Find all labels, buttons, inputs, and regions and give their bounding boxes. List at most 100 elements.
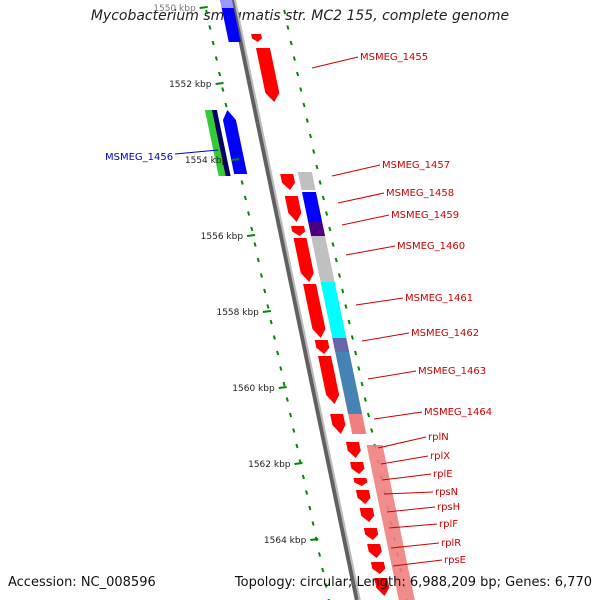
gene-band [335, 352, 363, 414]
ruler-dot-right [312, 149, 316, 154]
ruler-dot-right [286, 25, 290, 30]
gene-label: rpsN [435, 487, 458, 498]
ruler-label: 1554 kbp [185, 156, 228, 166]
accession-text: Accession: NC_008596 [8, 575, 156, 590]
cds-arrow [353, 478, 368, 486]
ruler-dot-left [311, 521, 315, 526]
label-leader-line [386, 506, 436, 513]
gene-label: rpsE [444, 555, 466, 566]
ruler-label: 1562 kbp [248, 460, 291, 470]
label-leader-line [174, 149, 219, 155]
cds-arrow [291, 226, 306, 236]
gene-band [297, 172, 316, 190]
gene-label: rplN [428, 432, 449, 443]
ruler-dot-right [360, 381, 364, 387]
ruler-dot-left [324, 583, 328, 588]
cds-arrow [255, 48, 280, 102]
gene-label: MSMEG_1461 [405, 293, 473, 304]
cds-arrow [370, 562, 386, 574]
ruler-dot-left [279, 366, 283, 371]
label-leader-line [388, 523, 438, 529]
cds-arrow [318, 356, 340, 404]
cds-arrow [367, 544, 382, 558]
ruler-dot-left [308, 505, 312, 511]
ruler-dot-left [247, 211, 251, 216]
ruler-label: 1556 kbp [201, 232, 244, 242]
ruler-dot-left [259, 273, 264, 278]
ruler-dot-left [250, 226, 254, 232]
gene-label: MSMEG_1457 [382, 160, 450, 171]
ruler-dot-left [253, 242, 257, 247]
gene-features [204, 0, 415, 600]
gene-label: rpsH [437, 502, 460, 513]
gene-block-faded [220, 0, 234, 8]
ruler-dot-left [317, 552, 322, 557]
ruler-dot-left [218, 71, 222, 77]
ruler-dot-left [272, 335, 276, 340]
ruler-dot-left [301, 474, 305, 480]
gene-label-group: MSMEG_1455 MSMEG_1456 MSMEG_1457 MSMEG_1458… [105, 52, 492, 567]
label-leader-line [341, 214, 390, 226]
gene-label: MSMEG_1464 [424, 407, 492, 418]
gene-label: MSMEG_1459 [391, 210, 459, 221]
label-leader-line [337, 192, 385, 204]
ruler-dot-left [276, 350, 280, 356]
ruler-dot-right [341, 288, 345, 294]
ruler-dot-right [350, 335, 354, 340]
ruler-dot-left [243, 195, 247, 201]
label-leader-line [377, 436, 427, 449]
gene-band [320, 282, 347, 338]
gene-label: MSMEG_1455 [360, 52, 428, 63]
topology-text: Topology: circular; Length: 6,988,209 bp… [234, 575, 592, 590]
backbone-highlight [234, 0, 361, 600]
gene-block-green [204, 110, 226, 176]
ruler-dot-right [296, 71, 300, 77]
cds-arrow [359, 508, 375, 522]
ruler-dot-right [331, 242, 335, 247]
gene-band [301, 192, 323, 222]
ruler-dot-left [295, 443, 299, 449]
ruler-dot-left [263, 288, 267, 294]
ruler-dot-right [337, 273, 342, 278]
cds-arrow [314, 340, 330, 354]
ruler-dot-left [282, 381, 286, 387]
label-leader-line [380, 455, 429, 465]
ruler-dot-right [363, 397, 367, 402]
ruler-label: 1560 kbp [232, 384, 275, 394]
gene-label: rplR [441, 538, 461, 549]
ruler-label: 1564 kbp [264, 536, 307, 546]
cds-arrow [345, 442, 361, 458]
ruler-dot-left [266, 304, 270, 309]
ruler-dot-left [224, 102, 228, 108]
gene-label: rplF [439, 519, 458, 530]
ruler-major-tick [231, 158, 240, 161]
ruler-dot-left [269, 319, 273, 325]
cds-arrow [330, 414, 346, 434]
ruler-major-tick [246, 234, 256, 237]
gene-block-blue [220, 0, 241, 42]
ruler-dot-right [347, 319, 351, 325]
dotted-ruler-tracks [205, 9, 408, 600]
label-leader-line [383, 491, 434, 495]
ruler-dot-right [302, 102, 306, 108]
ruler-dot-left [321, 567, 325, 573]
label-leader-line [367, 370, 417, 380]
gene-label: rplX [430, 451, 450, 462]
ruler-dot-left [214, 56, 218, 61]
cds-arrow [251, 34, 262, 42]
ruler-dot-right [283, 9, 287, 15]
ruler-dot-right [305, 118, 309, 123]
ruler-dot-right [357, 366, 361, 371]
cds-arrow [280, 174, 296, 190]
cds-arrow [355, 490, 371, 504]
ruler-dot-left [305, 490, 309, 495]
kbp-ruler: 1550 kbp 1552 kbp 1554 kbp 1556 kbp 1558 kbp… [153, 4, 319, 546]
label-leader-line [373, 411, 423, 420]
backbone-line [230, 0, 359, 600]
label-leader-line [355, 297, 404, 306]
ruler-dot-left [256, 257, 260, 263]
gene-label: rplE [433, 469, 453, 480]
ruler-dot-right [318, 180, 322, 185]
ruler-dot-right [292, 56, 296, 61]
ruler-dot-right [328, 226, 332, 232]
